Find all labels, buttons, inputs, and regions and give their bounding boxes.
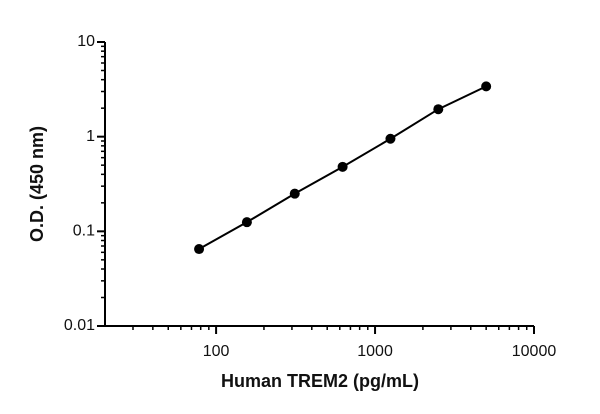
data-point (289, 188, 300, 199)
data-point (385, 133, 396, 144)
y-tick-label: 0.01 (64, 317, 95, 334)
y-tick-label: 10 (77, 33, 95, 50)
x-tick-label: 100 (203, 343, 230, 360)
data-point (433, 104, 444, 115)
x-axis-title: Human TREM2 (pg/mL) (221, 371, 419, 391)
y-tick-label: 1 (86, 128, 95, 145)
data-point (194, 244, 205, 255)
x-tick-label: 1000 (357, 343, 393, 360)
y-axis-title: O.D. (450 nm) (27, 126, 47, 242)
data-point (241, 217, 252, 228)
data-point (337, 161, 348, 172)
y-tick-label: 0.1 (73, 223, 95, 240)
x-tick-label: 10000 (512, 343, 557, 360)
data-point (481, 81, 492, 92)
